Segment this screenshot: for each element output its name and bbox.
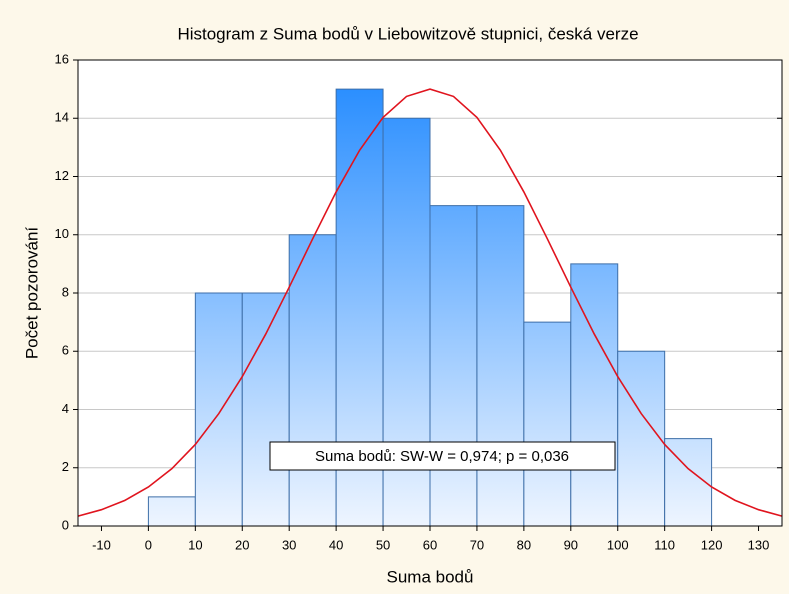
x-tick-label: 90 xyxy=(564,537,578,552)
normal-curve xyxy=(77,88,783,517)
bar xyxy=(476,205,525,527)
y-tick-label: 10 xyxy=(55,226,69,241)
bar xyxy=(570,263,619,527)
x-tick-label: 130 xyxy=(748,537,770,552)
annotation: Suma bodů: SW-W = 0,974; p = 0,036 xyxy=(315,448,569,465)
y-tick-label: 6 xyxy=(62,343,69,358)
x-tick-label: 80 xyxy=(517,537,531,552)
bar xyxy=(523,321,572,527)
x-tick-label: 60 xyxy=(423,537,437,552)
x-tick-label: 40 xyxy=(329,537,343,552)
annotation-box xyxy=(269,441,616,471)
bar xyxy=(429,205,478,527)
x-tick-label: 70 xyxy=(470,537,484,552)
y-tick-label: 2 xyxy=(62,459,69,474)
x-tick-label: 20 xyxy=(235,537,249,552)
bar xyxy=(194,292,243,527)
x-tick-label: 0 xyxy=(145,537,152,552)
y-tick-label: 14 xyxy=(55,110,69,125)
bar xyxy=(241,292,290,527)
x-tick-label: 100 xyxy=(607,537,629,552)
plot-frame xyxy=(77,59,783,527)
y-tick-label: 12 xyxy=(55,168,69,183)
x-axis-label: Suma bodů xyxy=(387,567,474,586)
bar xyxy=(288,234,337,527)
x-tick-label: 120 xyxy=(701,537,723,552)
x-tick-label: 30 xyxy=(282,537,296,552)
y-tick-label: 0 xyxy=(62,517,69,532)
x-tick-label: 110 xyxy=(654,537,675,552)
x-tick-label: -10 xyxy=(92,537,111,552)
x-tick-label: 10 xyxy=(188,537,202,552)
y-axis-label: Počet pozorování xyxy=(22,227,41,360)
bar xyxy=(617,350,666,527)
y-tick-label: 16 xyxy=(55,51,69,66)
y-tick-label: 4 xyxy=(62,401,69,416)
x-tick-label: 50 xyxy=(376,537,390,552)
bar xyxy=(147,496,196,527)
y-tick-label: 8 xyxy=(62,284,69,299)
chart-title: Histogram z Suma bodů v Liebowitzově stu… xyxy=(177,24,638,43)
